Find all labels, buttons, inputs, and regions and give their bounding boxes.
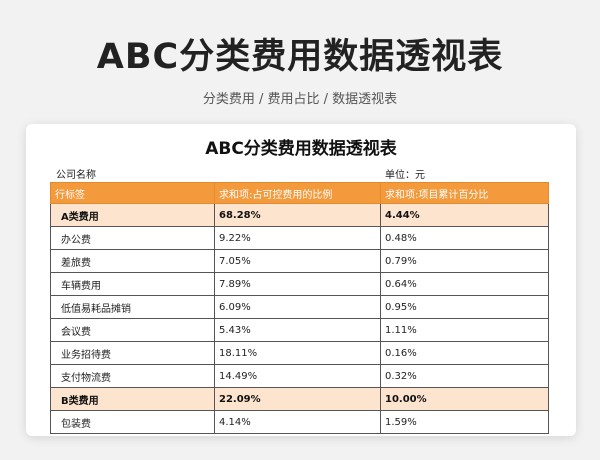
ratio-cell[interactable]: 9.22% xyxy=(214,226,381,250)
ratio-cell[interactable]: 6.09% xyxy=(214,295,381,319)
sheet-title: ABC分类费用数据透视表 xyxy=(205,139,397,159)
row-label[interactable]: 业务招待费 xyxy=(50,341,215,365)
unit-label: 单位：元 xyxy=(385,170,425,181)
row-label[interactable]: 会议费 xyxy=(50,318,215,342)
table-row: 支付物流费 14.49% 0.32% xyxy=(50,364,549,388)
company-name-label: 公司名称 xyxy=(56,170,96,181)
table-row-group: A类费用 68.28% 4.44% xyxy=(50,203,549,227)
row-label[interactable]: 支付物流费 xyxy=(50,364,215,388)
cumulative-cell[interactable]: 0.95% xyxy=(380,295,549,319)
cumulative-cell[interactable]: 4.44% xyxy=(380,203,549,227)
cumulative-cell[interactable]: 0.32% xyxy=(380,364,549,388)
row-label[interactable]: A类费用 xyxy=(50,203,215,227)
table-row: 办公费 9.22% 0.48% xyxy=(50,226,549,250)
cumulative-cell[interactable]: 10.00% xyxy=(380,387,549,411)
cumulative-cell[interactable]: 0.64% xyxy=(380,272,549,296)
row-label[interactable]: 低值易耗品摊销 xyxy=(50,295,215,319)
table-row: 业务招待费 18.11% 0.16% xyxy=(50,341,549,365)
pivot-table: 行标签 求和项:占可控费用的比例 求和项:项目累计百分比 A类费用 68.28%… xyxy=(50,182,549,434)
ratio-cell[interactable]: 4.14% xyxy=(214,410,381,434)
table-row: 会议费 5.43% 1.11% xyxy=(50,318,549,342)
row-label[interactable]: 办公费 xyxy=(50,226,215,250)
ratio-cell[interactable]: 22.09% xyxy=(214,387,381,411)
cumulative-cell[interactable]: 1.59% xyxy=(380,410,549,434)
page-subtitle: 分类费用 / 费用占比 / 数据透视表 xyxy=(202,92,398,107)
table-row: 车辆费用 7.89% 0.64% xyxy=(50,272,549,296)
ratio-cell[interactable]: 5.43% xyxy=(214,318,381,342)
ratio-cell[interactable]: 14.49% xyxy=(214,364,381,388)
table-header-row: 行标签 求和项:占可控费用的比例 求和项:项目累计百分比 xyxy=(50,182,549,204)
page-title: ABC分类费用数据透视表 xyxy=(96,37,504,77)
ratio-cell[interactable]: 18.11% xyxy=(214,341,381,365)
ratio-cell[interactable]: 7.05% xyxy=(214,249,381,273)
cumulative-cell[interactable]: 1.11% xyxy=(380,318,549,342)
column-header-row-label[interactable]: 行标签 xyxy=(50,182,215,204)
row-label[interactable]: 车辆费用 xyxy=(50,272,215,296)
row-label[interactable]: 差旅费 xyxy=(50,249,215,273)
row-label[interactable]: 包装费 xyxy=(50,410,215,434)
column-header-cumulative[interactable]: 求和项:项目累计百分比 xyxy=(380,182,549,204)
row-label[interactable]: B类费用 xyxy=(50,387,215,411)
cumulative-cell[interactable]: 0.79% xyxy=(380,249,549,273)
table-row: 差旅费 7.05% 0.79% xyxy=(50,249,549,273)
table-row: 低值易耗品摊销 6.09% 0.95% xyxy=(50,295,549,319)
table-row: 包装费 4.14% 1.59% xyxy=(50,410,549,434)
cumulative-cell[interactable]: 0.16% xyxy=(380,341,549,365)
table-row-group: B类费用 22.09% 10.00% xyxy=(50,387,549,411)
spreadsheet-card: ABC分类费用数据透视表 公司名称 单位：元 行标签 求和项:占可控费用的比例 … xyxy=(26,124,576,436)
column-header-ratio[interactable]: 求和项:占可控费用的比例 xyxy=(214,182,381,204)
cumulative-cell[interactable]: 0.48% xyxy=(380,226,549,250)
ratio-cell[interactable]: 68.28% xyxy=(214,203,381,227)
ratio-cell[interactable]: 7.89% xyxy=(214,272,381,296)
